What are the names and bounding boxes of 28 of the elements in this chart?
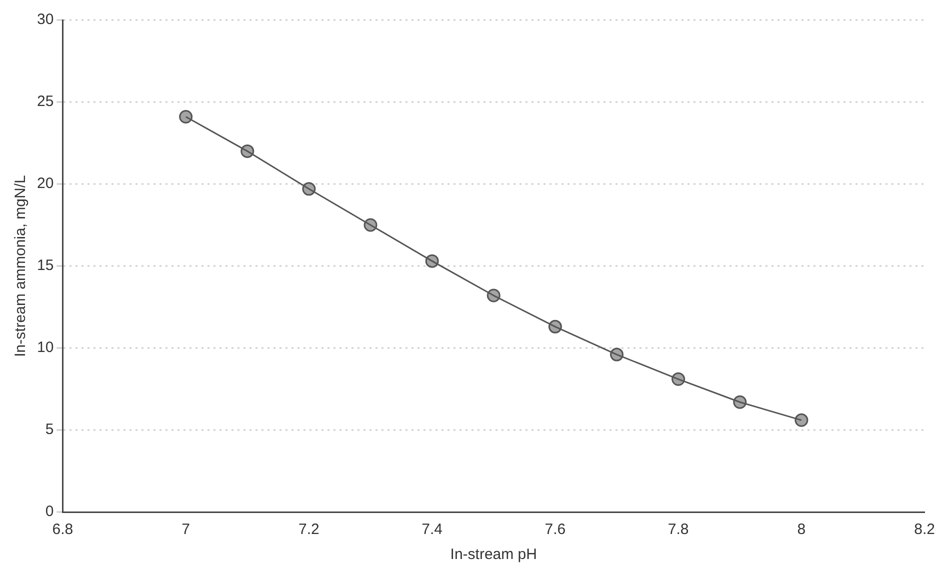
y-tick-label: 5: [45, 421, 54, 438]
x-tick-label: 7.8: [668, 521, 689, 538]
x-tick-label: 8.2: [914, 521, 936, 538]
x-tick-label: 7.4: [422, 521, 442, 538]
point: [733, 395, 747, 409]
point: [240, 144, 254, 158]
point: [179, 110, 193, 124]
y-tick-label: 20: [36, 175, 54, 192]
y-tick-label: 0: [45, 503, 54, 520]
y-tick-label: 25: [36, 93, 54, 110]
point: [610, 348, 624, 362]
point: [425, 254, 439, 268]
y-axis-title: In-stream ammonia, mgN/L: [12, 175, 30, 357]
y-tick-label: 30: [36, 11, 54, 28]
x-tick-label: 7: [182, 521, 190, 538]
x-axis-title: In-stream pH: [450, 546, 537, 564]
point: [794, 413, 808, 427]
point: [302, 182, 316, 196]
point: [486, 288, 500, 302]
x-tick-label: 6.8: [52, 521, 74, 538]
x-tick-label: 7.2: [298, 521, 320, 538]
y-tick-label: 15: [36, 257, 54, 274]
point: [364, 218, 378, 232]
point: [672, 372, 686, 386]
x-tick-label: 8: [797, 521, 806, 538]
x-tick-label: 7.6: [544, 521, 566, 538]
point: [548, 320, 562, 334]
y-tick-label: 10: [36, 339, 54, 356]
